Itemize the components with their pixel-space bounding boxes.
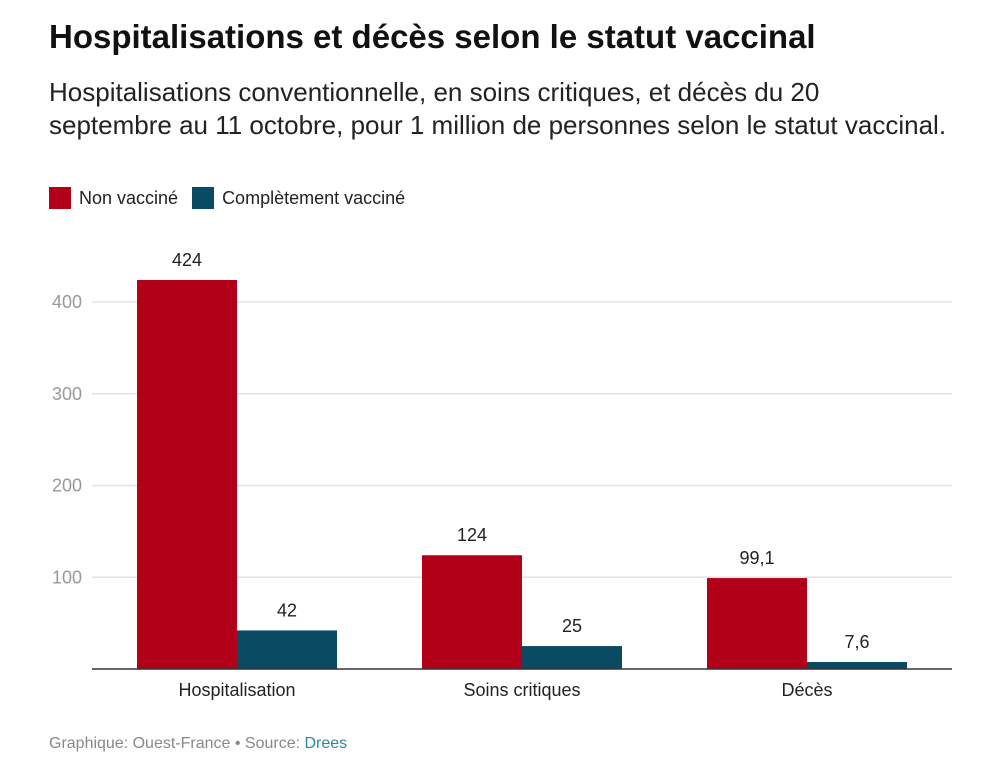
x-tick-label: Décès xyxy=(781,680,832,700)
data-label: 7,6 xyxy=(844,632,869,652)
data-label: 424 xyxy=(172,250,202,270)
chart-subtitle: Hospitalisations conventionnelle, en soi… xyxy=(49,77,947,140)
y-tick-label: 100 xyxy=(52,567,82,587)
data-label: 124 xyxy=(457,525,487,545)
legend-swatch-non-vaccine xyxy=(49,187,71,209)
legend: Non vacciné Complètement vacciné xyxy=(49,187,419,209)
legend-item-non-vaccine: Non vacciné xyxy=(49,187,178,209)
bar xyxy=(422,555,522,669)
x-tick-label: Hospitalisation xyxy=(178,680,295,700)
data-label: 42 xyxy=(277,600,297,620)
y-tick-label: 200 xyxy=(52,476,82,496)
footer: Graphique: Ouest-France • Source: Drees xyxy=(49,735,347,753)
y-tick-label: 300 xyxy=(52,384,82,404)
bar xyxy=(522,646,622,669)
bar xyxy=(707,578,807,669)
source-link[interactable]: Drees xyxy=(304,735,348,752)
data-label: 99,1 xyxy=(739,548,774,568)
legend-label-non-vaccine: Non vacciné xyxy=(79,187,179,208)
y-tick-label: 400 xyxy=(52,292,82,312)
bar xyxy=(237,630,337,669)
chart-title: Hospitalisations et décès selon le statu… xyxy=(49,18,816,55)
bar xyxy=(807,662,907,669)
data-label: 25 xyxy=(562,616,582,636)
x-tick-label: Soins critiques xyxy=(463,680,580,700)
legend-swatch-vaccine xyxy=(192,187,215,209)
legend-item-vaccine: Complètement vacciné xyxy=(192,187,405,209)
bar xyxy=(137,279,237,669)
legend-label-vaccine: Complètement vacciné xyxy=(222,187,406,208)
footer-credit: Graphique: Ouest-France • Source: xyxy=(49,735,305,752)
